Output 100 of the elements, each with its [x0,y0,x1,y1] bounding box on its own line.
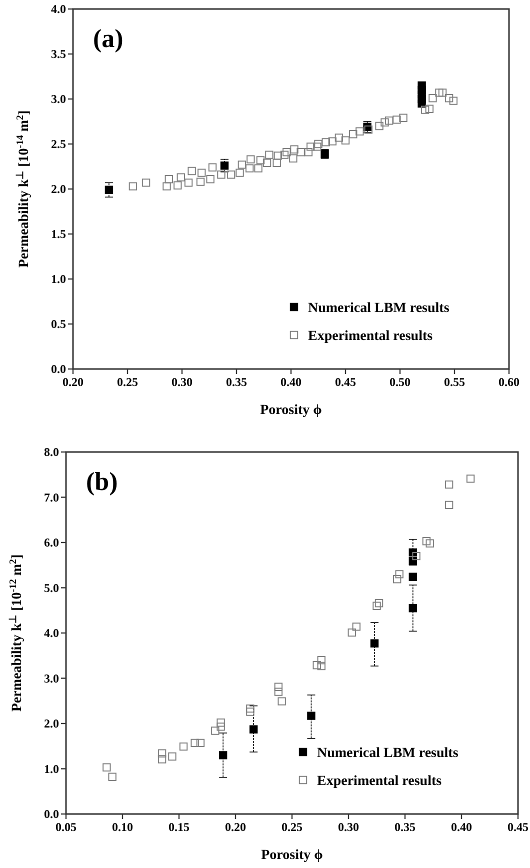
x-tick-label: 0.50 [390,375,410,389]
legend-label: Experimental results [308,329,434,344]
y-tick-label: 7.0 [44,490,59,504]
point [220,162,229,170]
point [348,628,356,637]
x-axis-title: Porosity ϕ [260,403,322,418]
x-axis-title: Porosity ϕ [261,848,324,863]
point [142,178,150,187]
x-tick-label: 0.20 [225,820,246,834]
point [245,164,254,172]
point [385,116,394,125]
point [198,168,206,177]
point [428,94,437,102]
point [296,148,305,156]
point [208,163,217,172]
point [216,722,225,731]
point [408,604,418,612]
point [313,142,322,151]
y-tick-label: 3.0 [44,671,59,686]
text: (a) [93,24,124,53]
point [196,738,205,748]
point [392,575,402,584]
point [317,656,326,664]
y-tick-label: 6.0 [44,536,59,550]
point [334,134,344,142]
point [104,186,114,194]
point [356,127,364,136]
point [190,738,199,748]
point [108,772,116,781]
point [265,150,274,159]
y-tick-label: 1.0 [44,762,59,776]
point [370,639,379,648]
point [290,145,298,154]
legend-label: Numerical LBM results [308,301,450,316]
y-tick-label: 4.0 [44,626,59,640]
point [246,704,254,713]
point [102,763,111,772]
point [341,136,350,144]
x-tick-label: 0.30 [172,375,192,389]
point [158,755,166,764]
point [254,164,262,172]
point [176,173,186,182]
point [408,572,418,581]
x-tick-label: 0.15 [168,820,190,834]
point [420,106,430,114]
y-tick-label: 4.0 [51,2,66,16]
point [174,181,182,190]
point [422,537,431,546]
y-tick-label: 2.5 [51,137,66,151]
text: (b) [86,467,118,496]
point [274,152,282,160]
point [262,158,272,167]
point [184,178,193,187]
point [322,138,330,146]
point [304,148,313,156]
point [307,712,316,720]
legend-label: Experimental results [317,774,442,789]
point [196,178,205,186]
point [375,122,384,130]
point [449,96,458,105]
point [246,708,254,716]
y-tick-label: 1.5 [51,227,66,241]
point [349,130,358,138]
x-tick-label: 0.40 [280,375,302,389]
point [289,154,298,162]
x-tick-label: 0.30 [338,820,359,834]
y-tick-label: 2.0 [51,182,66,196]
x-tick-label: 0.35 [226,375,247,389]
point [444,500,454,510]
x-tick-label: 0.25 [117,375,138,389]
point [352,622,361,631]
y-tick-label: 8.0 [44,445,59,459]
point [425,104,434,113]
point [249,725,258,734]
point [128,182,138,190]
point [282,148,291,156]
point [162,182,171,190]
point [164,175,174,184]
point [328,137,337,146]
point [274,688,283,696]
point [435,88,444,97]
x-tick-label: 0.35 [394,820,416,834]
point [278,697,286,706]
y-tick-label: 0.0 [44,807,59,821]
point [236,168,244,177]
x-tick-label: 0.40 [451,820,472,834]
x-tick-label: 0.05 [56,820,76,834]
x-tick-label: 0.20 [62,375,84,389]
point [246,155,255,164]
point [312,661,321,670]
point [217,170,226,179]
point [317,662,326,670]
y-tick-label: 0.0 [51,362,66,376]
point [466,474,475,483]
y-tick-label: 3.0 [51,92,66,106]
point [158,749,166,758]
point [372,602,381,610]
x-tick-label: 0.45 [335,375,356,389]
point [218,751,228,760]
point [168,752,176,761]
